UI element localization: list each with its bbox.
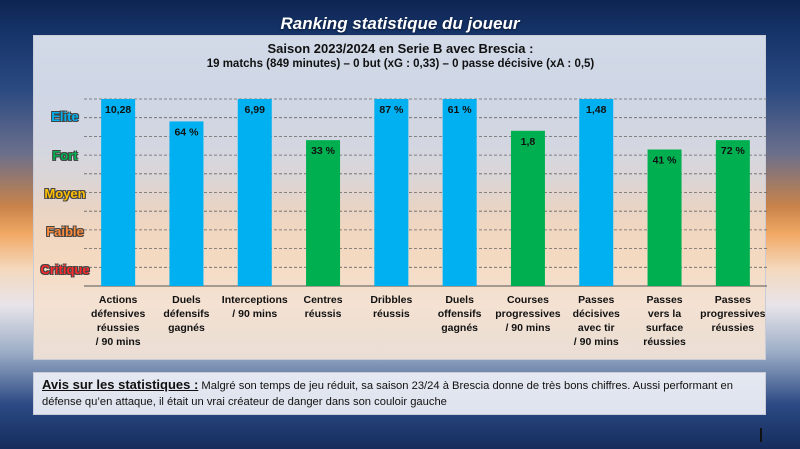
- category-label: défensives: [91, 308, 145, 320]
- category-label: Courses: [507, 294, 549, 306]
- data-label: 64 %: [174, 126, 199, 138]
- category-label: surface: [646, 322, 684, 334]
- data-label: 72 %: [721, 145, 746, 157]
- category-label: Dribbles: [370, 294, 412, 306]
- comment-text: Malgré son temps de jeu réduit, sa saiso…: [42, 380, 733, 408]
- level-label-moyen: Moyen: [44, 186, 86, 201]
- bar: [169, 121, 204, 286]
- bar-chart: 10,28 Actions défensives réussies / 90 mins 6…: [84, 98, 767, 348]
- bar: [510, 130, 545, 286]
- category-label: / 90 mins: [232, 308, 277, 320]
- category-label: réussies: [643, 336, 686, 348]
- page-title: Ranking statistique du joueur: [280, 14, 520, 33]
- comment-heading: Avis sur les statistiques :: [42, 377, 199, 392]
- chart-subtitle: 19 matchs (849 minutes) – 0 but (xG : 0,…: [206, 58, 595, 70]
- chart-panel: Saison 2023/2024 en Serie B avec Brescia…: [33, 35, 767, 360]
- bar: [101, 99, 136, 286]
- category-label: progressives: [700, 308, 766, 320]
- level-label-elite: Elite: [51, 109, 79, 124]
- data-label: 41 %: [653, 154, 678, 166]
- category-label: avec tir: [578, 322, 615, 334]
- data-label: 33 %: [311, 145, 336, 157]
- bar: [306, 140, 341, 286]
- bar: [715, 140, 750, 286]
- category-label: / 90 mins: [96, 336, 141, 348]
- bar: [579, 99, 614, 286]
- category-label: Actions: [99, 294, 138, 306]
- bar: [374, 99, 409, 286]
- data-label: 61 %: [448, 104, 473, 116]
- level-label-critique: Critique: [40, 262, 90, 277]
- data-label: 6,99: [245, 104, 266, 116]
- category-label: / 90 mins: [574, 336, 619, 348]
- data-label: 1,8: [521, 136, 536, 148]
- category-label: Duels: [445, 294, 474, 306]
- category-label: décisives: [573, 308, 620, 320]
- category-label: réussis: [305, 308, 342, 320]
- data-label: 1,48: [586, 104, 607, 116]
- category-label: réussies: [97, 322, 140, 334]
- category-label: défensifs: [163, 308, 209, 320]
- category-label: progressives: [495, 308, 561, 320]
- chart-title: Saison 2023/2024 en Serie B avec Brescia…: [267, 41, 534, 56]
- level-label-fort: Fort: [52, 148, 78, 163]
- category-label: réussies: [712, 322, 755, 334]
- bar: [647, 149, 682, 286]
- category-label: gagnés: [441, 322, 478, 334]
- scroll-indicator: [760, 428, 762, 442]
- level-label-faible: Faible: [46, 224, 84, 239]
- category-label: gagnés: [168, 322, 205, 334]
- category-label: vers la: [648, 308, 681, 320]
- category-label: Duels: [172, 294, 201, 306]
- category-label: Centres: [303, 294, 342, 306]
- comment-box: Avis sur les statistiques : Malgré son t…: [33, 372, 766, 415]
- bar: [237, 99, 272, 286]
- category-label: Passes: [646, 294, 682, 306]
- category-label: réussis: [373, 308, 410, 320]
- category-label: offensifs: [438, 308, 482, 320]
- category-label: Passes: [715, 294, 751, 306]
- category-label: Passes: [578, 294, 614, 306]
- category-label: Interceptions: [222, 294, 288, 306]
- category-label: / 90 mins: [505, 322, 550, 334]
- data-label: 10,28: [105, 104, 131, 116]
- data-label: 87 %: [379, 104, 404, 116]
- bar: [442, 99, 477, 286]
